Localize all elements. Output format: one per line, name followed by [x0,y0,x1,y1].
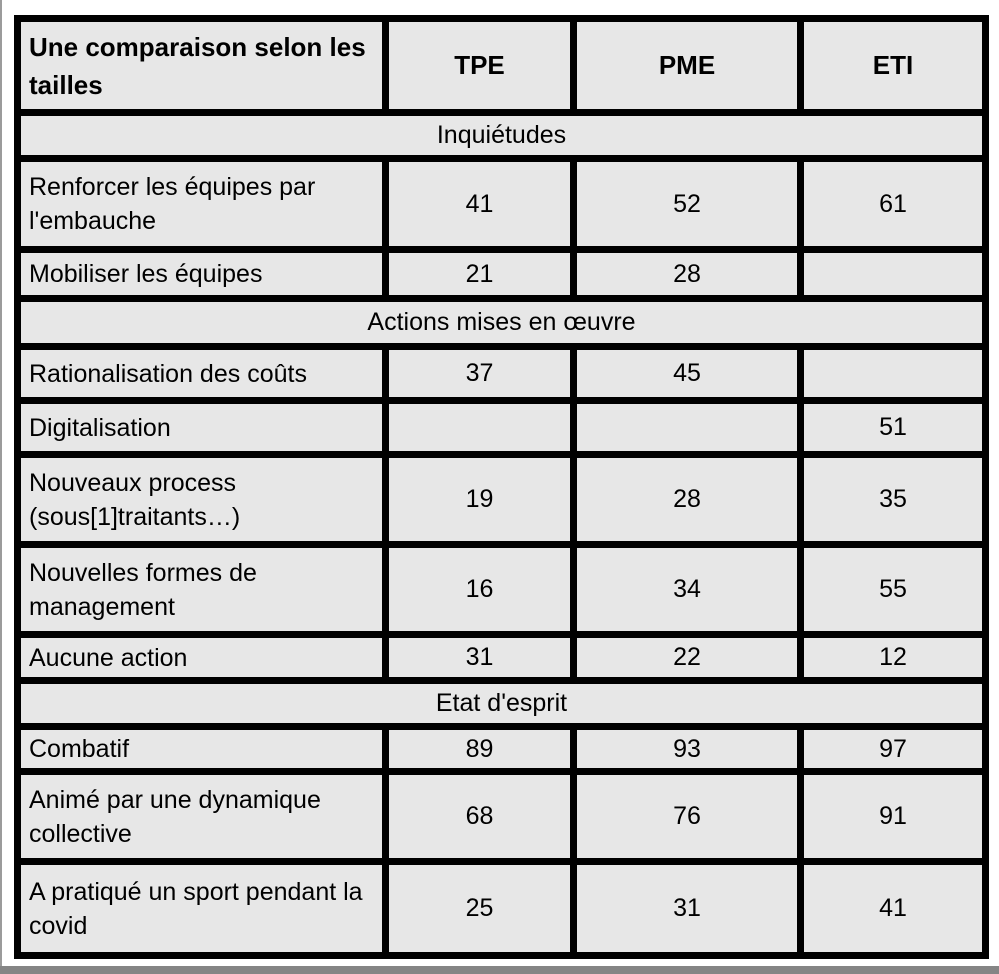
table-row: Renforcer les équipes par l'embauche 41 … [14,155,989,253]
value-cell: 12 [797,631,989,684]
value-cell: 91 [797,768,989,865]
value-cell: 55 [797,541,989,638]
value-cell: 61 [797,155,989,253]
row-label: Mobiliser les équipes [14,246,389,302]
table-row: Combatif 89 93 97 [14,723,989,775]
page-edge-line [0,0,2,966]
value-cell: 22 [570,631,804,684]
section-header-row: Inquiétudes [14,109,989,162]
value-cell: 37 [382,343,577,404]
column-header-eti: ETI [797,15,989,116]
section-header-row: Actions mises en œuvre [14,295,989,350]
section-title-inquietudes: Inquiétudes [14,109,989,162]
row-label: Nouveaux process (sous[1]traitants…) [14,451,389,548]
table-row: Digitalisation 51 [14,397,989,458]
table-header-row: Une comparaison selon les tailles TPE PM… [14,15,989,116]
row-label: A pratiqué un sport pendant la covid [14,858,389,959]
table-row: Animé par une dynamique collective 68 76… [14,768,989,865]
row-label: Animé par une dynamique collective [14,768,389,865]
section-header-row: Etat d'esprit [14,677,989,730]
value-cell: 51 [797,397,989,458]
value-cell: 41 [797,858,989,959]
comparison-table: Une comparaison selon les tailles TPE PM… [14,15,989,959]
value-cell: 45 [570,343,804,404]
value-cell: 21 [382,246,577,302]
value-cell: 34 [570,541,804,638]
value-cell: 35 [797,451,989,548]
value-cell: 68 [382,768,577,865]
value-cell [570,397,804,458]
value-cell [797,246,989,302]
table-row: Nouveaux process (sous[1]traitants…) 19 … [14,451,989,548]
table-row: Aucune action 31 22 12 [14,631,989,684]
row-label: Combatif [14,723,389,775]
value-cell: 28 [570,451,804,548]
value-cell: 76 [570,768,804,865]
value-cell: 89 [382,723,577,775]
value-cell [797,343,989,404]
column-header-pme: PME [570,15,804,116]
value-cell: 93 [570,723,804,775]
table-row: Mobiliser les équipes 21 28 [14,246,989,302]
value-cell: 19 [382,451,577,548]
row-label: Digitalisation [14,397,389,458]
value-cell: 25 [382,858,577,959]
value-cell: 31 [382,631,577,684]
value-cell: 31 [570,858,804,959]
table-row: A pratiqué un sport pendant la covid 25 … [14,858,989,959]
page-bottom-bar [0,966,999,974]
row-label: Aucune action [14,631,389,684]
row-label: Nouvelles formes de management [14,541,389,638]
value-cell: 97 [797,723,989,775]
row-label: Renforcer les équipes par l'embauche [14,155,389,253]
table-row: Nouvelles formes de management 16 34 55 [14,541,989,638]
value-cell: 41 [382,155,577,253]
section-title-actions: Actions mises en œuvre [14,295,989,350]
value-cell [382,397,577,458]
column-header-tpe: TPE [382,15,577,116]
row-label: Rationalisation des coûts [14,343,389,404]
value-cell: 16 [382,541,577,638]
table-row: Rationalisation des coûts 37 45 [14,343,989,404]
section-title-etat-desprit: Etat d'esprit [14,677,989,730]
table-title-cell: Une comparaison selon les tailles [14,15,389,116]
value-cell: 52 [570,155,804,253]
value-cell: 28 [570,246,804,302]
